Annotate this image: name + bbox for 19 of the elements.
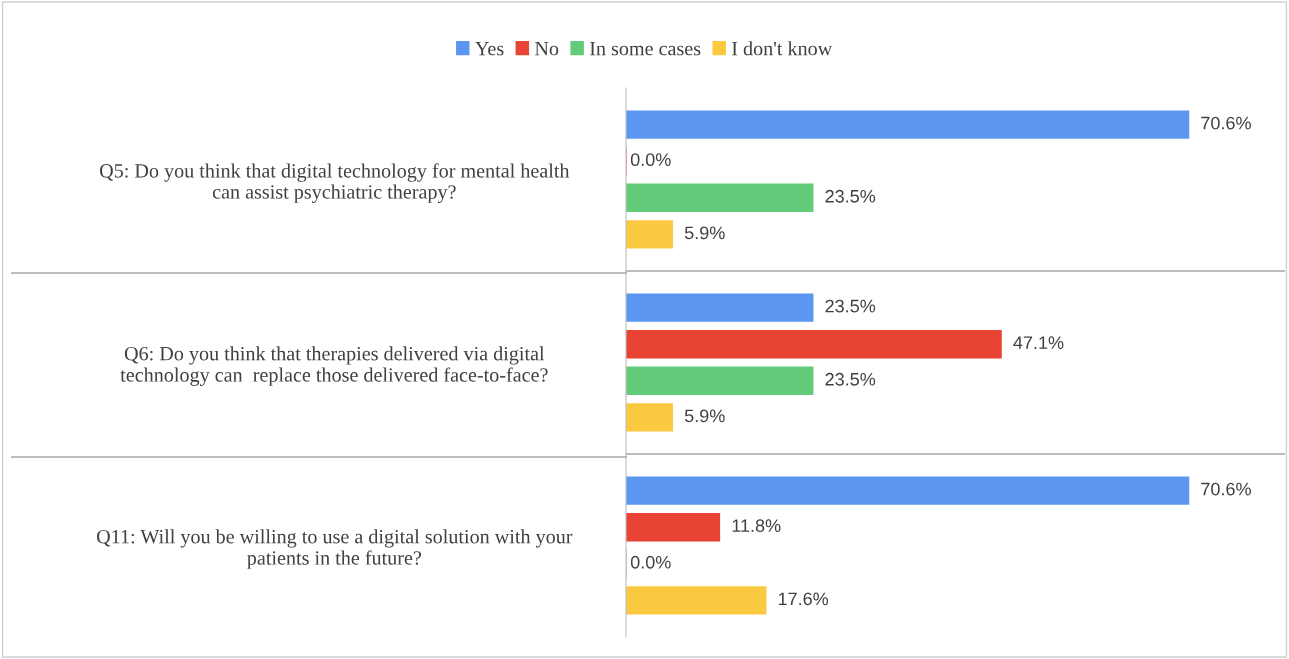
legend-label: In some cases — [589, 41, 701, 56]
legend-label: I don't know — [732, 41, 833, 56]
data-label: 23.5% — [825, 299, 876, 313]
data-label: 23.5% — [825, 189, 876, 203]
data-label: 5.9% — [684, 409, 725, 423]
data-label: 11.8% — [732, 519, 781, 533]
y-tick-label: Q11: Will you be willing to use a digital solution with your patients in the future? — [96, 529, 573, 569]
legend-label: Yes — [475, 41, 504, 56]
data-label: 0.0% — [630, 153, 671, 167]
data-label: 23.5% — [825, 372, 876, 386]
data-label: 70.6% — [1201, 116, 1251, 130]
y-tick-label: Q5: Do you think that digital technology for mental health can assist psychiatric therapy? — [99, 163, 570, 203]
data-label: 17.6% — [778, 592, 829, 606]
data-label: 0.0% — [630, 555, 671, 569]
data-label: 5.9% — [684, 226, 725, 240]
data-label: 70.6% — [1201, 482, 1251, 496]
data-label: 47.1% — [1013, 336, 1064, 349]
y-tick-label: Q6: Do you think that therapies delivered via digital technology can replace those delivered face-to-face? — [120, 346, 548, 386]
legend-label: No — [534, 41, 559, 56]
